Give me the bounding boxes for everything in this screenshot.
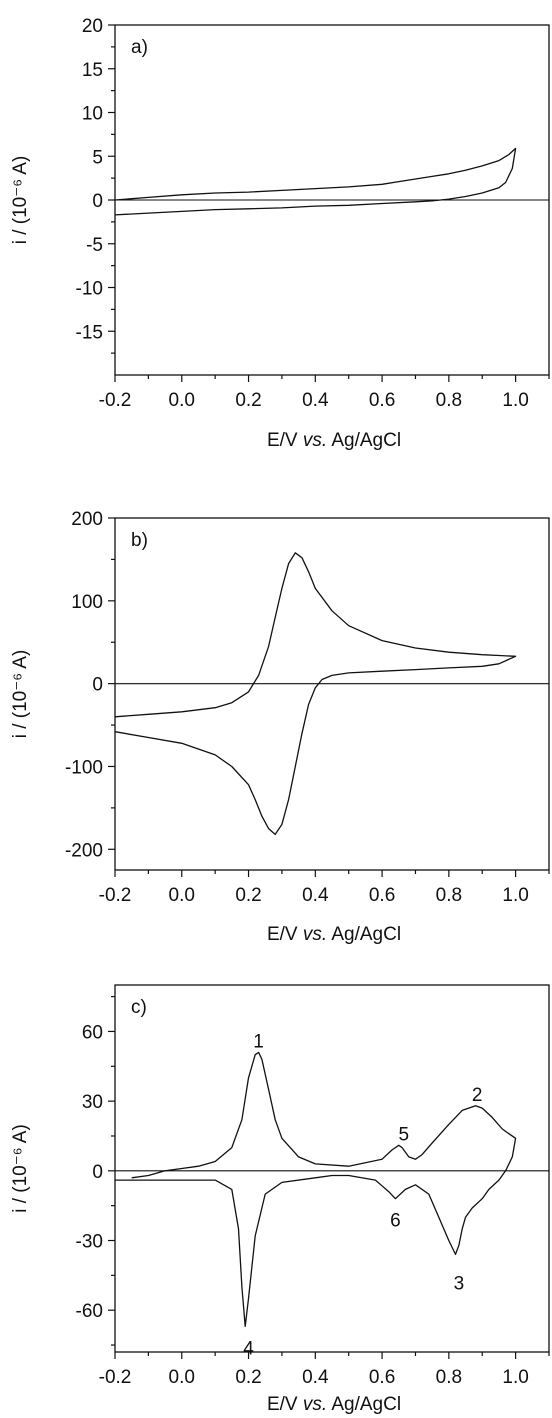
x-tick-label: -0.2 — [99, 885, 132, 906]
panel-label: b) — [131, 530, 148, 551]
x-tick-label: 1.0 — [502, 885, 528, 906]
y-tick-label: 20 — [82, 16, 103, 37]
peak-label: 2 — [472, 1085, 483, 1106]
x-axis-label-part: vs. — [303, 430, 327, 451]
x-tick-label: 0.2 — [235, 390, 261, 411]
y-axis-label: i / (10⁻⁶ A) — [10, 650, 31, 739]
x-axis-label-part: Ag/AgCl — [327, 430, 401, 451]
cv-trace — [115, 1051, 517, 1328]
x-tick-label: 1.0 — [502, 390, 528, 411]
peak-label: 1 — [253, 1032, 264, 1053]
x-tick-label: 0.4 — [302, 885, 329, 906]
y-tick-label: 0 — [92, 191, 103, 212]
x-axis-label-part: Ag/AgCl — [327, 1394, 401, 1415]
panel-c: -0.2 0.0 0.2 0.4 0.6 0.8 1.0 -60 -30 0 30 60 E/V vs.… — [10, 984, 550, 1415]
cv-trace — [114, 552, 517, 836]
plot-frame — [114, 517, 550, 871]
peak-label: 5 — [398, 1125, 409, 1146]
x-tick-label: 0.0 — [169, 1367, 195, 1388]
y-tick-label: -10 — [76, 279, 103, 300]
x-axis-label: E/V vs. Ag/AgCl — [267, 430, 401, 451]
y-tick-label: 15 — [82, 60, 103, 81]
x-tick-label: 0.4 — [302, 1367, 329, 1388]
x-tick-label: -0.2 — [99, 1367, 132, 1388]
panel-a: -0.2 0.0 0.2 0.4 0.6 0.8 1.0 -15 -10 -5 0 5 10 15 20 E/… — [10, 16, 550, 451]
y-axis-label: i / (10⁻⁶ A) — [10, 1124, 31, 1213]
y-tick-label: 100 — [71, 592, 103, 613]
y-tick-label: -100 — [65, 757, 103, 778]
y-tick-label: 200 — [71, 509, 103, 530]
x-axis-label-part: vs. — [303, 924, 327, 945]
y-tick-label: 5 — [92, 147, 103, 168]
x-tick-label: 0.8 — [436, 390, 462, 411]
x-axis-label-part: Ag/AgCl — [327, 924, 401, 945]
x-tick-label: 0.2 — [235, 885, 261, 906]
y-tick-label: -30 — [76, 1232, 103, 1253]
x-tick-label: 0.8 — [436, 885, 462, 906]
x-axis-label-part: vs. — [303, 1394, 327, 1415]
x-tick-label: 0.6 — [369, 885, 395, 906]
x-tick-label: 0.6 — [369, 1367, 395, 1388]
y-tick-label: 60 — [82, 1022, 103, 1043]
cv-trace — [114, 147, 517, 216]
x-tick-label: 1.0 — [502, 1367, 528, 1388]
peak-label: 6 — [390, 1211, 401, 1232]
panel-b: -0.2 0.0 0.2 0.4 0.6 0.8 1.0 -200 -100 0 100 200 E/V… — [10, 509, 550, 945]
x-tick-label: 0.0 — [169, 885, 195, 906]
y-tick-label: -5 — [86, 235, 103, 256]
plot-frame — [114, 984, 550, 1353]
x-axis-label-part: E/V — [267, 924, 303, 945]
x-tick-label: 0.6 — [369, 390, 395, 411]
x-tick-label: 0.4 — [302, 390, 329, 411]
y-tick-label: -200 — [65, 840, 103, 861]
y-tick-label: -15 — [76, 322, 103, 343]
y-axis-label: i / (10⁻⁶ A) — [10, 156, 31, 245]
x-axis-label: E/V vs. Ag/AgCl — [267, 924, 401, 945]
peak-label: 4 — [243, 1338, 254, 1359]
y-tick-label: 10 — [82, 104, 103, 125]
x-tick-label: 0.0 — [169, 390, 195, 411]
y-tick-label: 0 — [92, 1162, 103, 1183]
x-axis-label-part: E/V — [267, 430, 303, 451]
x-axis-label: E/V vs. Ag/AgCl — [267, 1394, 401, 1415]
panel-label: c) — [131, 997, 147, 1018]
y-tick-label: 30 — [82, 1092, 103, 1113]
x-axis-label-part: E/V — [267, 1394, 303, 1415]
y-tick-label: 0 — [92, 675, 103, 696]
panel-label: a) — [131, 37, 148, 58]
x-tick-label: 0.2 — [235, 1367, 261, 1388]
x-tick-label: -0.2 — [99, 390, 132, 411]
peak-label: 3 — [454, 1273, 465, 1294]
x-tick-label: 0.8 — [436, 1367, 462, 1388]
y-tick-label: -60 — [76, 1301, 103, 1322]
